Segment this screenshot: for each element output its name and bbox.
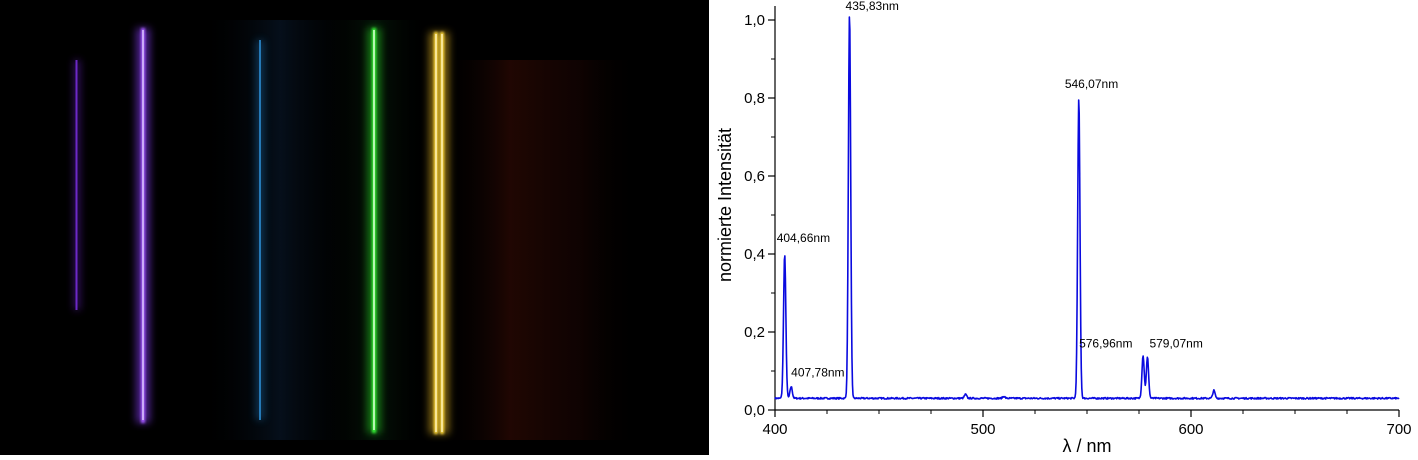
emission-line-435 bbox=[136, 28, 150, 423]
peak-label: 404,66nm bbox=[777, 231, 830, 245]
y-tick-label: 0,4 bbox=[744, 246, 765, 263]
peak-label: 435,83nm bbox=[846, 0, 899, 13]
y-tick-label: 0,6 bbox=[744, 168, 765, 185]
spectrum-photo bbox=[0, 0, 709, 455]
y-tick-label: 0,0 bbox=[744, 402, 765, 419]
spectrum-chart: 400 500 600 700 0,0 0,2 0,4 0,6 0,8 1,0 404,66nm… bbox=[709, 0, 1418, 456]
series-group bbox=[774, 16, 1400, 400]
x-tick-label: 700 bbox=[1386, 421, 1411, 438]
x-tick-label: 500 bbox=[970, 421, 995, 438]
y-ticks: 0,0 0,2 0,4 0,6 0,8 1,0 bbox=[744, 12, 775, 419]
x-tick-label: 600 bbox=[1178, 421, 1203, 438]
emission-line-404 bbox=[74, 60, 80, 310]
emission-line-492 bbox=[256, 40, 264, 420]
series-line-spectrum bbox=[774, 16, 1400, 400]
y-tick-label: 1,0 bbox=[744, 12, 765, 29]
x-ticks: 400 500 600 700 bbox=[762, 410, 1412, 438]
x-tick-label: 400 bbox=[762, 421, 787, 438]
peak-label: 407,78nm bbox=[791, 366, 844, 380]
spectrum-photo-image bbox=[0, 0, 709, 455]
red-glow bbox=[440, 60, 640, 440]
y-axis-label: normierte Intensität bbox=[715, 128, 735, 282]
y-tick-label: 0,2 bbox=[744, 324, 765, 341]
emission-line-546 bbox=[367, 28, 381, 433]
annotations: 404,66nm 407,78nm 435,83nm 546,07nm 576,96nm… bbox=[777, 0, 1203, 380]
y-tick-label: 0,8 bbox=[744, 90, 765, 107]
peak-label: 546,07nm bbox=[1065, 77, 1118, 91]
x-axis-label: λ / nm bbox=[1062, 436, 1111, 455]
emission-line-577-579 bbox=[429, 32, 449, 434]
chart-svg: 400 500 600 700 0,0 0,2 0,4 0,6 0,8 1,0 404,66nm… bbox=[715, 0, 1412, 456]
peak-label: 576,96nm bbox=[1079, 336, 1132, 350]
peak-label: 579,07nm bbox=[1149, 336, 1202, 350]
